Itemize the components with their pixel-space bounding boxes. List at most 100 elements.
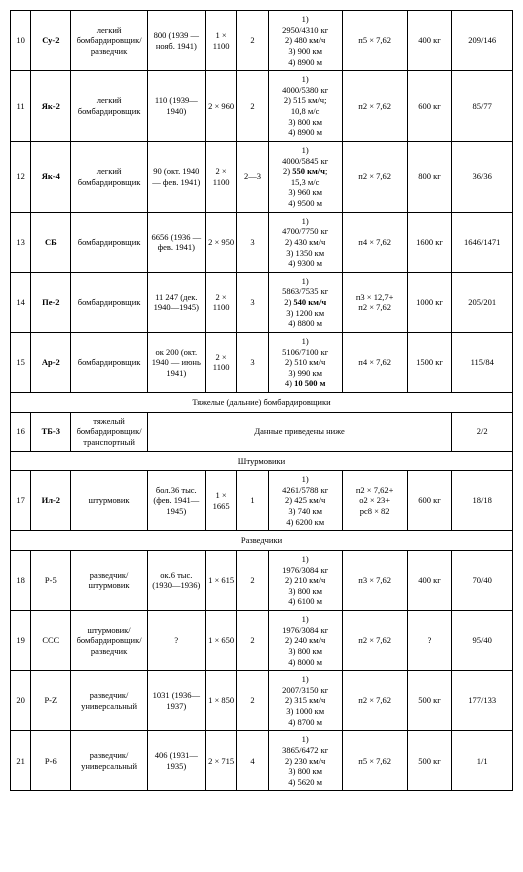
cell-production: 1031 (1936—1937) bbox=[147, 671, 205, 731]
cell-role: бомбардировщик bbox=[71, 332, 147, 392]
cell-armament: п3 × 7,62 bbox=[342, 550, 407, 610]
cell-aircraft-name: Як-2 bbox=[31, 71, 71, 142]
cell-bombload: 600 кг bbox=[407, 471, 452, 531]
cell-role: разведчик/ штурмовик bbox=[71, 550, 147, 610]
cell-production: 110 (1939—1940) bbox=[147, 71, 205, 142]
cell-bombload: 500 кг bbox=[407, 731, 452, 791]
cell-crew: 2 bbox=[237, 611, 268, 671]
cell-bombload: 1500 кг bbox=[407, 332, 452, 392]
cell-aircraft-name: Ил-2 bbox=[31, 471, 71, 531]
cell-role: штурмовик bbox=[71, 471, 147, 531]
cell-crew: 3 bbox=[237, 332, 268, 392]
cell-role: разведчик/ универсальный bbox=[71, 671, 147, 731]
cell-bombload: 500 кг bbox=[407, 671, 452, 731]
cell-count: 2/2 bbox=[452, 412, 513, 451]
table-row: 13СБбомбардировщик6656 (1936 — фев. 1941… bbox=[11, 212, 513, 272]
cell-performance: 1)4000/5845 кг2) 550 км/ч;15,3 м/с3) 960… bbox=[268, 141, 342, 212]
cell-num: 16 bbox=[11, 412, 31, 451]
cell-performance: 1)4261/5788 кг2) 425 км/ч3) 740 км4) 620… bbox=[268, 471, 342, 531]
cell-num: 12 bbox=[11, 141, 31, 212]
cell-performance: 1)2007/3150 кг2) 315 км/ч3) 1000 км4) 87… bbox=[268, 671, 342, 731]
cell-engine: 1 × 615 bbox=[205, 550, 236, 610]
cell-performance: 1)1976/3084 кг2) 240 км/ч3) 800 км4) 800… bbox=[268, 611, 342, 671]
cell-crew: 2 bbox=[237, 671, 268, 731]
cell-role: разведчик/ универсальный bbox=[71, 731, 147, 791]
cell-armament: п4 × 7,62 bbox=[342, 212, 407, 272]
cell-num: 20 bbox=[11, 671, 31, 731]
cell-production: 11 247 (дек. 1940—1945) bbox=[147, 272, 205, 332]
cell-performance: 1)4700/7750 кг2) 430 км/ч3) 1350 км4) 93… bbox=[268, 212, 342, 272]
cell-armament: п2 × 7,62 bbox=[342, 141, 407, 212]
cell-engine: 2 × 1100 bbox=[205, 332, 236, 392]
cell-performance: 1)5863/7535 кг2) 540 км/ч3) 1200 км4) 88… bbox=[268, 272, 342, 332]
section-header: Штурмовики bbox=[11, 451, 513, 471]
cell-production: ок 200 (окт. 1940 — июнь 1941) bbox=[147, 332, 205, 392]
cell-bombload: 1000 кг bbox=[407, 272, 452, 332]
table-row: 16ТБ-3тяжелый бомбардировщик/ транспортн… bbox=[11, 412, 513, 451]
cell-engine: 2 × 1100 bbox=[205, 141, 236, 212]
cell-num: 10 bbox=[11, 11, 31, 71]
cell-count: 177/133 bbox=[452, 671, 513, 731]
table-row: 21Р-6разведчик/ универсальный406 (1931—1… bbox=[11, 731, 513, 791]
cell-production: 90 (окт. 1940 — фев. 1941) bbox=[147, 141, 205, 212]
table-row: 20P-Zразведчик/ универсальный1031 (1936—… bbox=[11, 671, 513, 731]
cell-aircraft-name: P-Z bbox=[31, 671, 71, 731]
cell-num: 18 bbox=[11, 550, 31, 610]
cell-aircraft-name: Р-5 bbox=[31, 550, 71, 610]
cell-count: 115/84 bbox=[452, 332, 513, 392]
cell-count: 18/18 bbox=[452, 471, 513, 531]
cell-production: ? bbox=[147, 611, 205, 671]
cell-bombload: 400 кг bbox=[407, 550, 452, 610]
cell-aircraft-name: Су-2 bbox=[31, 11, 71, 71]
cell-count: 36/36 bbox=[452, 141, 513, 212]
table-row: 15Ар-2бомбардировщикок 200 (окт. 1940 — … bbox=[11, 332, 513, 392]
cell-engine: 1 × 1100 bbox=[205, 11, 236, 71]
aircraft-table: 10Су-2легкий бомбардировщик/ разведчик80… bbox=[10, 10, 513, 791]
cell-count: 205/201 bbox=[452, 272, 513, 332]
cell-count: 95/40 bbox=[452, 611, 513, 671]
cell-num: 17 bbox=[11, 471, 31, 531]
cell-engine: 1 × 1665 bbox=[205, 471, 236, 531]
cell-num: 11 bbox=[11, 71, 31, 142]
cell-armament: п5 × 7,62 bbox=[342, 731, 407, 791]
cell-armament: п2 × 7,62+о2 × 23+рс8 × 82 bbox=[342, 471, 407, 531]
table-row: 11Як-2легкий бомбардировщик110 (1939—194… bbox=[11, 71, 513, 142]
cell-armament: п2 × 7,62 bbox=[342, 671, 407, 731]
cell-crew: 2 bbox=[237, 71, 268, 142]
cell-crew: 3 bbox=[237, 272, 268, 332]
table-row: 12Як-4легкий бомбардировщик90 (окт. 1940… bbox=[11, 141, 513, 212]
cell-production: 406 (1931—1935) bbox=[147, 731, 205, 791]
cell-crew: 4 bbox=[237, 731, 268, 791]
cell-armament: п4 × 7,62 bbox=[342, 332, 407, 392]
cell-role: штурмовик/ бомбардировщик/ разведчик bbox=[71, 611, 147, 671]
cell-num: 15 bbox=[11, 332, 31, 392]
cell-armament: п3 × 12,7+п2 × 7,62 bbox=[342, 272, 407, 332]
section-header: Разведчики bbox=[11, 531, 513, 551]
cell-performance: 1)4000/5380 кг2) 515 км/ч;10,8 м/с3) 800… bbox=[268, 71, 342, 142]
cell-performance: 1)3865/6472 кг2) 230 км/ч3) 800 км4) 562… bbox=[268, 731, 342, 791]
table-row: 19СССштурмовик/ бомбардировщик/ разведчи… bbox=[11, 611, 513, 671]
cell-num: 21 bbox=[11, 731, 31, 791]
cell-count: 209/146 bbox=[452, 11, 513, 71]
cell-production: 800 (1939 — нояб. 1941) bbox=[147, 11, 205, 71]
cell-aircraft-name: Ар-2 bbox=[31, 332, 71, 392]
cell-count: 70/40 bbox=[452, 550, 513, 610]
cell-bombload: 800 кг bbox=[407, 141, 452, 212]
cell-armament: п2 × 7,62 bbox=[342, 71, 407, 142]
table-row: 10Су-2легкий бомбардировщик/ разведчик80… bbox=[11, 11, 513, 71]
cell-aircraft-name: Як-4 bbox=[31, 141, 71, 212]
cell-engine: 2 × 1100 bbox=[205, 272, 236, 332]
cell-engine: 2 × 960 bbox=[205, 71, 236, 142]
cell-num: 14 bbox=[11, 272, 31, 332]
table-row: 17Ил-2штурмовикбол.36 тыс. (фев. 1941—19… bbox=[11, 471, 513, 531]
cell-production: бол.36 тыс. (фев. 1941—1945) bbox=[147, 471, 205, 531]
table-row: 14Пе-2бомбардировщик11 247 (дек. 1940—19… bbox=[11, 272, 513, 332]
cell-crew: 2—3 bbox=[237, 141, 268, 212]
cell-production: 6656 (1936 — фев. 1941) bbox=[147, 212, 205, 272]
cell-aircraft-name: ССС bbox=[31, 611, 71, 671]
cell-production: ок.6 тыс. (1930—1936) bbox=[147, 550, 205, 610]
table-row: 18Р-5разведчик/ штурмовикок.6 тыс. (1930… bbox=[11, 550, 513, 610]
table-row: Штурмовики bbox=[11, 451, 513, 471]
cell-crew: 2 bbox=[237, 550, 268, 610]
section-header: Тяжелые (дальние) бомбардировщики bbox=[11, 393, 513, 413]
